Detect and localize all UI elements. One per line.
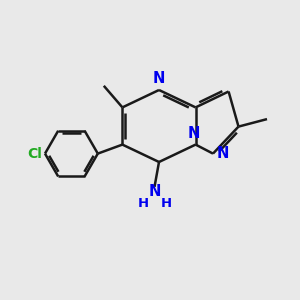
- Text: Cl: Cl: [28, 147, 43, 160]
- Text: N: N: [148, 184, 161, 199]
- Text: H: H: [160, 197, 172, 210]
- Text: N: N: [153, 71, 165, 86]
- Text: N: N: [188, 126, 200, 141]
- Text: H: H: [137, 197, 149, 210]
- Text: N: N: [217, 146, 229, 161]
